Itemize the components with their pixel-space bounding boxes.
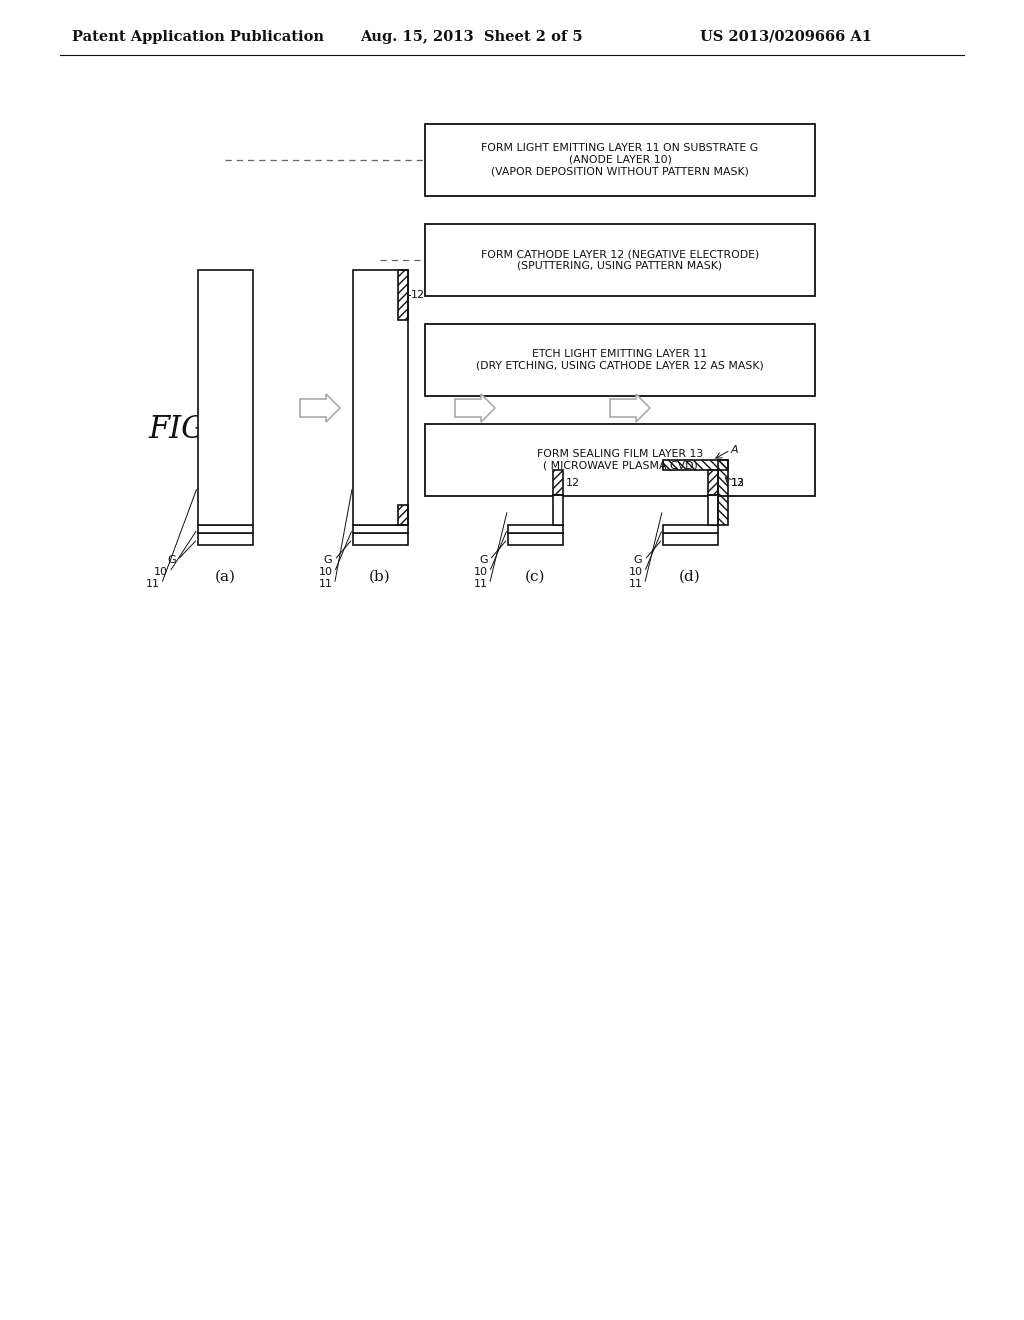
Text: FORM CATHODE LAYER 12 (NEGATIVE ELECTRODE)
(SPUTTERING, USING PATTERN MASK): FORM CATHODE LAYER 12 (NEGATIVE ELECTROD… bbox=[481, 249, 759, 271]
Text: Aug. 15, 2013  Sheet 2 of 5: Aug. 15, 2013 Sheet 2 of 5 bbox=[360, 30, 583, 44]
Text: (d): (d) bbox=[679, 570, 700, 583]
Bar bbox=[663, 533, 718, 545]
Text: (a): (a) bbox=[214, 570, 236, 583]
Text: (b): (b) bbox=[369, 570, 391, 583]
Bar bbox=[663, 459, 727, 470]
Text: G: G bbox=[634, 554, 642, 565]
Text: (c): (c) bbox=[524, 570, 545, 583]
Bar bbox=[198, 271, 253, 525]
Text: 10: 10 bbox=[629, 568, 642, 577]
Text: FORM SEALING FILM LAYER 13
( MICROWAVE PLASMA CVD): FORM SEALING FILM LAYER 13 ( MICROWAVE P… bbox=[537, 449, 703, 471]
Bar bbox=[397, 506, 408, 525]
Bar bbox=[425, 424, 815, 496]
Text: 11: 11 bbox=[629, 579, 642, 589]
Text: 13: 13 bbox=[730, 478, 744, 487]
FancyArrow shape bbox=[610, 393, 650, 422]
Bar bbox=[718, 459, 727, 525]
Bar bbox=[198, 525, 253, 533]
Text: 11: 11 bbox=[318, 579, 333, 589]
Text: G: G bbox=[324, 554, 333, 565]
Text: FIG. 2: FIG. 2 bbox=[148, 414, 244, 446]
Bar bbox=[708, 495, 718, 525]
Text: FORM LIGHT EMITTING LAYER 11 ON SUBSTRATE G
(ANODE LAYER 10)
(VAPOR DEPOSITION W: FORM LIGHT EMITTING LAYER 11 ON SUBSTRAT… bbox=[481, 144, 759, 177]
Text: 10: 10 bbox=[154, 568, 168, 577]
Bar bbox=[508, 533, 562, 545]
Text: 10: 10 bbox=[473, 568, 487, 577]
Bar bbox=[508, 525, 562, 533]
Text: 12: 12 bbox=[411, 290, 425, 300]
Bar bbox=[663, 525, 718, 533]
FancyArrow shape bbox=[455, 393, 495, 422]
Bar bbox=[397, 271, 408, 319]
Bar bbox=[553, 495, 562, 525]
Text: G: G bbox=[479, 554, 487, 565]
Bar bbox=[352, 525, 408, 533]
Text: 12: 12 bbox=[730, 478, 744, 487]
Text: 12: 12 bbox=[565, 478, 580, 487]
Text: 11: 11 bbox=[473, 579, 487, 589]
Bar bbox=[352, 271, 408, 525]
Bar bbox=[352, 533, 408, 545]
Text: 11: 11 bbox=[145, 579, 160, 589]
Bar bbox=[708, 470, 718, 495]
Bar bbox=[553, 470, 562, 495]
Text: 10: 10 bbox=[318, 568, 333, 577]
Bar bbox=[425, 224, 815, 296]
Text: US 2013/0209666 A1: US 2013/0209666 A1 bbox=[700, 30, 872, 44]
Bar bbox=[425, 124, 815, 195]
Text: Patent Application Publication: Patent Application Publication bbox=[72, 30, 324, 44]
FancyArrow shape bbox=[300, 393, 340, 422]
Bar bbox=[198, 533, 253, 545]
Text: ETCH LIGHT EMITTING LAYER 11
(DRY ETCHING, USING CATHODE LAYER 12 AS MASK): ETCH LIGHT EMITTING LAYER 11 (DRY ETCHIN… bbox=[476, 350, 764, 371]
Text: G: G bbox=[167, 554, 175, 565]
Text: A: A bbox=[730, 445, 738, 455]
Bar bbox=[425, 323, 815, 396]
